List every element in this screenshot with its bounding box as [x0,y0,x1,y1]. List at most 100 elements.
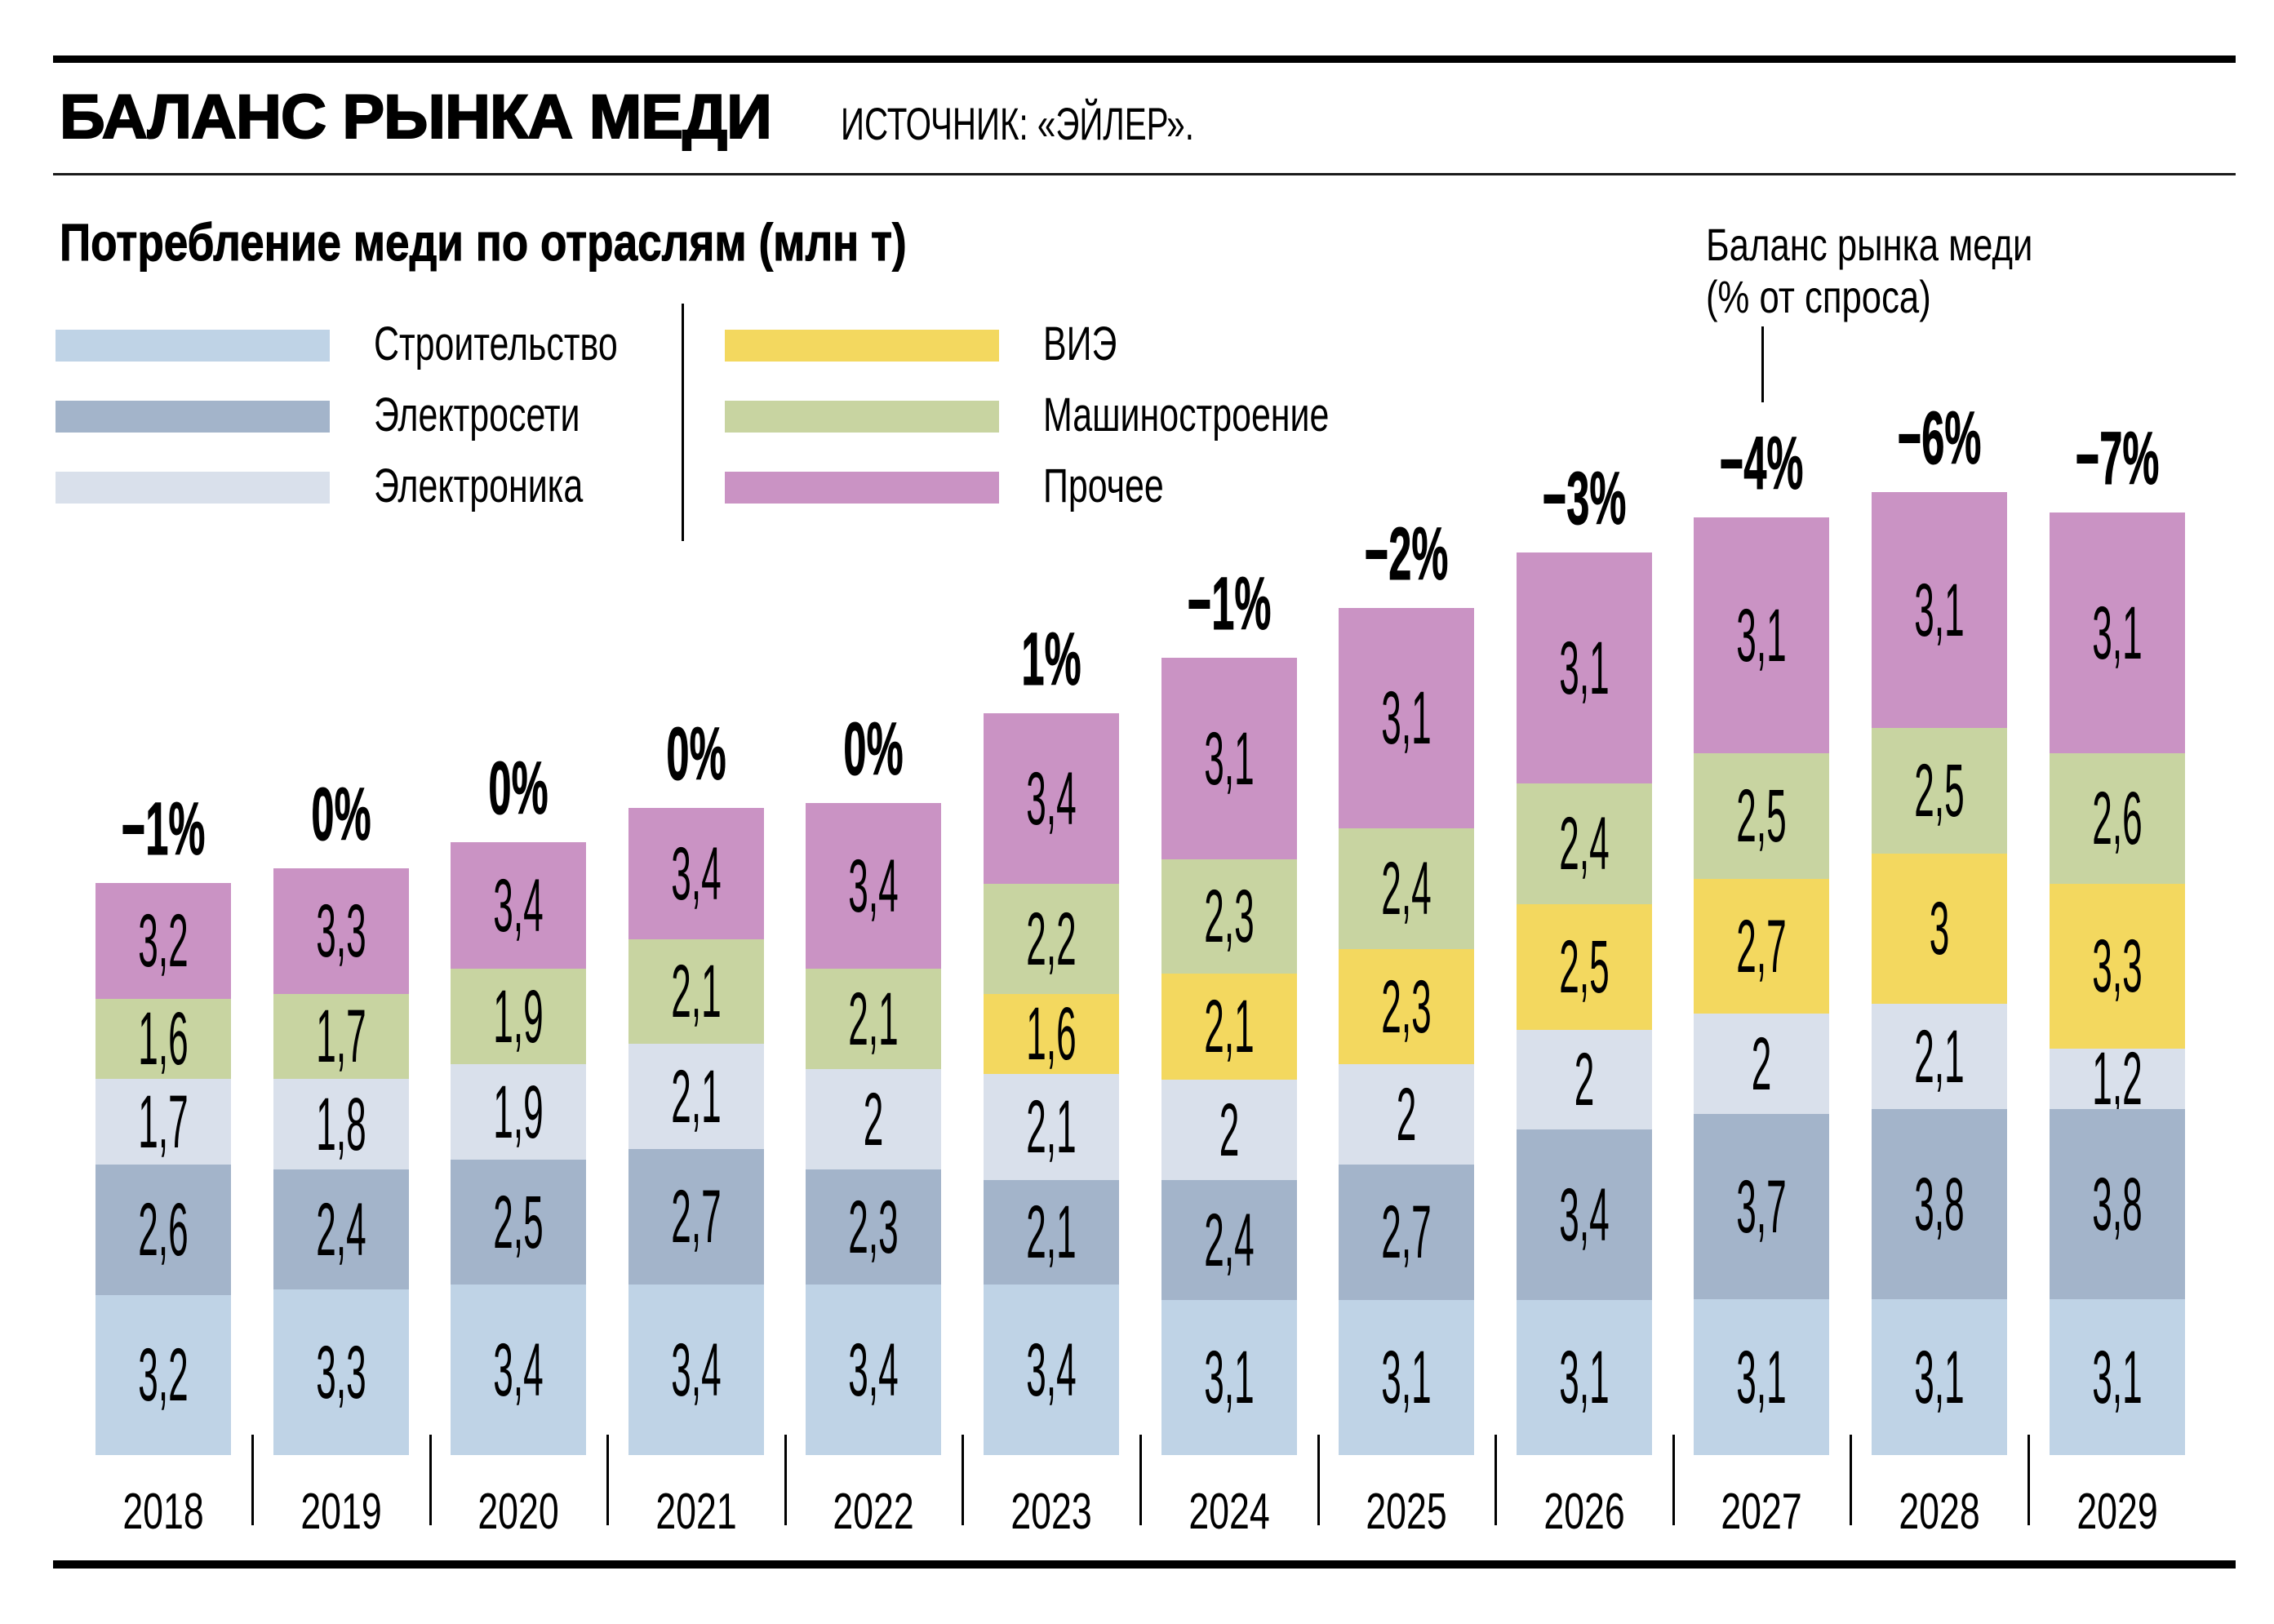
segment-value-label: 2 [863,1077,884,1161]
bar-segment-res-2027: 2,7 [1694,879,1829,1014]
balance-label-2025: −2% [1364,512,1449,596]
segment-value-label: 3,8 [2092,1162,2143,1246]
annotation-line-1: Баланс рынка меди [1706,219,2033,270]
segment-value-label: 3,4 [493,1328,544,1412]
bar-segment-other-2022: 3,4 [806,803,941,969]
bar-segment-construction-2018: 3,2 [95,1295,231,1455]
annotation-line-2: (% от спроса) [1706,271,1931,322]
bar-segment-electronics-2029: 1,2 [2050,1041,2185,1116]
bar-segment-res-2028: 3 [1872,854,2007,1004]
x-tick-label-2019: 2019 [300,1484,382,1540]
x-tick-label-2018: 2018 [122,1484,204,1540]
bottom-rule [53,1560,2236,1569]
bar-segment-other-2018: 3,2 [95,883,231,999]
legend-swatch-res [725,330,999,362]
year-separator [1317,1435,1320,1525]
segment-value-label: 3,3 [316,890,366,973]
annotation-leader-line [1761,326,1764,402]
segment-value-label: 3,8 [1914,1162,1965,1246]
segment-value-label: 2,5 [1559,925,1610,1009]
segment-value-label: 2,4 [1204,1198,1255,1282]
segment-value-label: 3,1 [1559,1336,1610,1419]
segment-value-label: 2,1 [1026,1085,1077,1169]
bar-segment-other-2025: 3,1 [1339,608,1474,828]
legend-swatch-machinery [725,401,999,433]
segment-value-label: 3,1 [1736,593,1787,677]
segment-value-label: 2,1 [1204,985,1255,1068]
bar-segment-grids-2028: 3,8 [1872,1109,2007,1299]
segment-value-label: 3,2 [138,1333,189,1417]
segment-value-label: 2,2 [1026,897,1077,981]
segment-value-label: 3,1 [2092,1335,2143,1419]
segment-value-label: 3,3 [2092,925,2143,1008]
segment-value-label: 2,3 [1204,875,1255,958]
legend-label-electronics: Электроника [374,459,584,512]
x-tick-label-2022: 2022 [833,1484,914,1540]
bar-segment-machinery-2020: 1,9 [451,969,586,1064]
bar-segment-electronics-2018: 1,7 [95,1079,231,1165]
segment-value-label: 2,7 [1381,1191,1432,1274]
bar-segment-grids-2019: 2,4 [273,1169,409,1289]
balance-label-2020: 0% [488,747,549,830]
segment-value-label: 2 [1574,1038,1595,1121]
segment-value-label: 2,4 [1381,847,1432,930]
balance-label-2023: 1% [1021,618,1081,701]
balance-label-2024: −1% [1187,562,1272,646]
bar-segment-res-2029: 3,3 [2050,884,2185,1049]
segment-value-label: 3,4 [1026,1328,1077,1412]
legend-label-other: Прочее [1043,459,1164,512]
top-rule [53,55,2236,63]
legend-label-res: ВИЭ [1043,317,1117,371]
segment-value-label: 3,1 [2092,591,2143,675]
bar-segment-construction-2023: 3,4 [984,1285,1119,1455]
balance-label-2022: 0% [843,708,904,791]
segment-value-label: 3,1 [1914,1335,1965,1419]
segment-value-label: 2,6 [138,1188,189,1271]
segment-value-label: 2,1 [1026,1191,1077,1274]
x-tick-label-2026: 2026 [1543,1484,1625,1540]
bar-segment-construction-2020: 3,4 [451,1285,586,1455]
x-tick-label-2027: 2027 [1721,1484,1802,1540]
bar-segment-electronics-2025: 2 [1339,1064,1474,1165]
segment-value-label: 3,4 [1559,1173,1610,1257]
segment-value-label: 1,9 [493,974,544,1058]
segment-value-label: 2,6 [2092,777,2143,860]
bar-segment-electronics-2021: 2,1 [628,1044,764,1149]
bar-segment-res-2026: 2,5 [1517,904,1652,1030]
legend-label-machinery: Машиностроение [1043,388,1330,441]
legend-swatch-construction [56,330,330,362]
balance-label-2018: −1% [121,788,206,871]
bar-segment-grids-2029: 3,8 [2050,1109,2185,1299]
year-separator [784,1435,787,1525]
bar-segment-other-2028: 3,1 [1872,492,2007,728]
segment-value-label: 3,4 [671,1328,722,1412]
bar-segment-electronics-2023: 2,1 [984,1074,1119,1180]
bar-segment-res-2023: 1,6 [984,994,1119,1074]
segment-value-label: 2,1 [848,977,899,1061]
source-note: ИСТОЧНИК: «ЭЙЛЕР». [841,98,1194,149]
segment-value-label: 2,4 [1559,802,1610,885]
legend-swatch-grids [56,401,330,433]
segment-value-label: 1,6 [138,997,189,1080]
segment-value-label: 2,3 [1381,965,1432,1049]
bar-segment-construction-2021: 3,4 [628,1285,764,1455]
bar-segment-machinery-2023: 2,2 [984,884,1119,994]
balance-label-2029: −7% [2075,417,2160,500]
balance-label-2028: −6% [1897,397,1982,480]
year-separator [1139,1435,1142,1525]
year-separator [1495,1435,1497,1525]
bar-segment-construction-2029: 3,1 [2050,1299,2185,1455]
bar-segment-electronics-2026: 2 [1517,1030,1652,1129]
segment-value-label: 3,2 [138,899,189,983]
x-tick-label-2028: 2028 [1899,1484,1980,1540]
bar-segment-grids-2024: 2,4 [1161,1180,1297,1300]
legend-swatch-electronics [56,472,330,504]
bar-segment-machinery-2025: 2,4 [1339,828,1474,949]
bar-segment-other-2019: 3,3 [273,868,409,994]
segment-value-label: 2,1 [671,950,722,1033]
bar-segment-machinery-2018: 1,6 [95,999,231,1079]
segment-value-label: 1,9 [493,1070,544,1154]
bar-segment-other-2023: 3,4 [984,713,1119,884]
bar-segment-construction-2022: 3,4 [806,1285,941,1455]
x-tick-label-2020: 2020 [477,1484,559,1540]
